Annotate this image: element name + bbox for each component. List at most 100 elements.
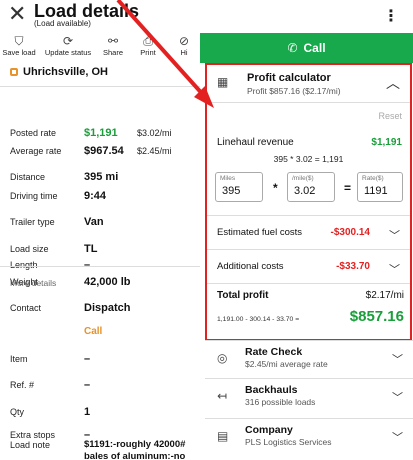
load-note-line2: bales of aluminum:-no (84, 451, 186, 460)
total-profit-rate: $2.17/mi (365, 290, 404, 301)
additional-costs-label: Additional costs (217, 261, 284, 272)
profit-calculator-title: Profit calculator (247, 72, 331, 84)
building-icon: ▤ (217, 429, 229, 443)
contact-value: Dispatch (84, 302, 131, 314)
distance-value: 395 mi (84, 171, 119, 183)
save-load-button[interactable]: ⛉ Save load (2, 34, 36, 57)
fuel-costs-label: Estimated fuel costs (217, 227, 303, 238)
average-rate-per-mile: $2.45/mi (137, 146, 172, 156)
chevron-up-icon[interactable]: ︿ (386, 76, 400, 92)
company-title: Company (245, 424, 293, 436)
equals-sign: = (344, 181, 352, 195)
update-status-button[interactable]: ⟳ Update status (40, 34, 96, 57)
qty-label: Qty (10, 407, 25, 417)
posted-rate-label: Posted rate (10, 128, 57, 138)
average-rate-value: $967.54 (84, 145, 124, 157)
profit-calculator-subtitle: Profit $857.16 ($2.17/mi) (247, 86, 341, 96)
return-arrow-icon: ↤ (217, 389, 228, 403)
fuel-costs-row[interactable]: Estimated fuel costs -$300.14 ﹀ (207, 215, 410, 249)
calculator-icon: ▦ (217, 75, 229, 89)
ref-value: – (84, 379, 91, 391)
share-button[interactable]: ⚯ Share (100, 34, 126, 57)
page-subtitle: (Load available) (34, 19, 91, 28)
linehaul-revenue-label: Linehaul revenue (217, 137, 294, 148)
driving-time-label: Driving time (10, 191, 58, 201)
bookmark-icon: ⛉ (14, 34, 24, 48)
call-button[interactable]: ✆ Call (200, 33, 413, 63)
miles-input-value: 395 (222, 185, 241, 197)
trailer-type-value: Van (84, 216, 104, 228)
chevron-down-icon[interactable]: ﹀ (389, 229, 400, 242)
hide-icon: ⊘ (178, 34, 190, 48)
rate-check-title: Rate Check (245, 346, 303, 358)
rate-check-subtitle: $2.45/mi average rate (245, 359, 328, 369)
chevron-down-icon[interactable]: ﹀ (392, 353, 403, 366)
total-profit-label: Total profit (217, 290, 269, 301)
more-options-icon[interactable]: ⋮ (383, 6, 399, 25)
qty-value: 1 (84, 406, 91, 418)
per-mile-input-value: 3.02 (294, 185, 316, 197)
backhauls-title: Backhauls (245, 384, 298, 396)
origin-city: Uhrichsville, OH (10, 66, 108, 78)
toolbar: ⛉ Save load ⟳ Update status ⚯ Share ⎙ Pr… (0, 34, 200, 62)
header: ✕ Load details (Load available) ⋮ (0, 0, 413, 30)
total-profit-value: $857.16 (349, 308, 404, 325)
posted-rate-value: $1,191 (84, 127, 118, 139)
contact-call-link[interactable]: Call (84, 326, 103, 337)
ref-label: Ref. # (10, 380, 35, 390)
additional-costs-row[interactable]: Additional costs -$33.70 ﹀ (207, 249, 410, 283)
divider (207, 283, 410, 284)
load-size-value: TL (84, 243, 98, 255)
divider (0, 266, 200, 267)
divider (207, 102, 410, 103)
weight-value: 42,000 lb (84, 276, 131, 288)
extra-stops-label: Extra stops (10, 430, 56, 440)
average-rate-label: Average rate (10, 146, 62, 156)
per-mile-input-label: /mile($) (292, 175, 314, 182)
backhauls-section[interactable]: ↤ Backhauls 316 possible loads ﹀ (205, 378, 413, 420)
extra-stops-value: – (84, 429, 91, 441)
fuel-costs-value: -$300.14 (330, 227, 370, 238)
load-note-label: Load note (10, 440, 51, 450)
miles-input-label: Miles (220, 175, 236, 182)
item-value: – (84, 353, 91, 365)
multiply-sign: * (273, 181, 278, 195)
print-button[interactable]: ⎙ Print (136, 34, 160, 57)
location-pin-icon: ◎ (217, 351, 228, 365)
origin-marker-icon (10, 68, 18, 76)
rate-input[interactable]: Rate($) 1191 (357, 172, 403, 202)
more-details-heading: More details (10, 278, 57, 288)
rate-input-value: 1191 (364, 185, 388, 197)
company-section[interactable]: ▤ Company PLS Logistics Services ﹀ (205, 418, 413, 460)
rate-input-label: Rate($) (362, 175, 384, 182)
driving-time-value: 9:44 (84, 190, 107, 202)
divider (0, 86, 200, 87)
length-value: – (84, 259, 91, 271)
reset-button[interactable]: Reset (378, 111, 402, 121)
print-icon: ⎙ (143, 34, 153, 48)
chevron-down-icon[interactable]: ﹀ (392, 431, 403, 444)
item-label: Item (10, 354, 28, 364)
refresh-icon: ⟳ (62, 34, 74, 48)
chevron-down-icon[interactable]: ﹀ (392, 391, 403, 404)
trailer-type-label: Trailer type (10, 217, 55, 227)
linehaul-revenue-value: $1,191 (371, 137, 402, 148)
linehaul-formula: 395 * 3.02 = 1,191 (273, 154, 344, 164)
rate-check-section[interactable]: ◎ Rate Check $2.45/mi average rate ﹀ (205, 340, 413, 382)
share-icon: ⚯ (107, 34, 119, 48)
contact-label: Contact (10, 303, 42, 313)
miles-input[interactable]: Miles 395 (215, 172, 263, 202)
additional-costs-value: -$33.70 (336, 261, 370, 272)
profit-calculator-panel: ▦ Profit calculator Profit $857.16 ($2.1… (205, 63, 412, 341)
backhauls-subtitle: 316 possible loads (245, 397, 316, 407)
close-icon[interactable]: ✕ (8, 2, 27, 27)
per-mile-input[interactable]: /mile($) 3.02 (287, 172, 335, 202)
load-note-line1: $1191:-roughly 42000# (84, 439, 186, 450)
hide-button[interactable]: ⊘ Hi (172, 34, 196, 57)
load-size-label: Load size (10, 244, 49, 254)
chevron-down-icon[interactable]: ﹀ (389, 263, 400, 276)
length-label: Length (10, 260, 38, 270)
company-subtitle: PLS Logistics Services (245, 437, 332, 447)
phone-icon: ✆ (287, 41, 298, 55)
weight-label: Weight (10, 277, 38, 287)
